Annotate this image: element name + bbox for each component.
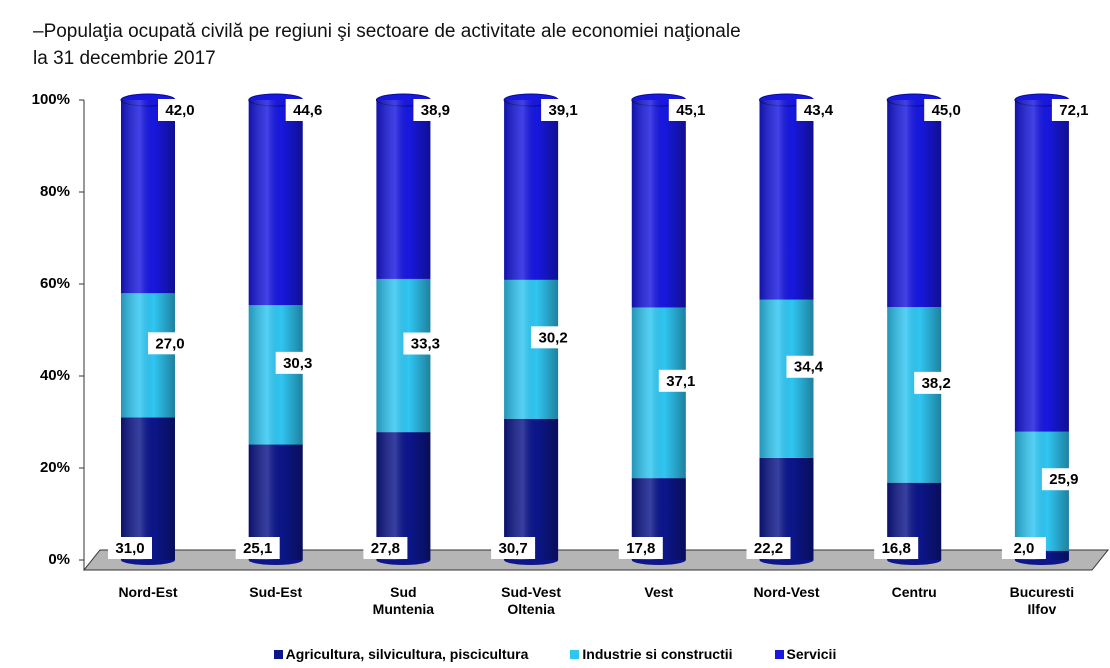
data-label: 33,3 (411, 335, 440, 352)
cylinder-shade (376, 100, 431, 560)
data-label: 30,3 (283, 355, 312, 372)
data-label: 39,1 (548, 102, 577, 119)
label-bg (363, 537, 408, 559)
x-tick-label: Centru (891, 584, 937, 600)
data-label: 34,4 (794, 359, 824, 376)
x-tick-label: Sud-Vest Oltenia (501, 584, 562, 617)
title-line: la 31 decembrie 2017 (33, 48, 216, 69)
y-tick-label: 40% (40, 367, 70, 384)
label-bg (158, 99, 202, 121)
legend-item: Servicii (774, 646, 837, 662)
data-label: 27,0 (155, 335, 184, 352)
label-bg (874, 537, 919, 559)
label-bg (403, 332, 448, 355)
label-bg (1051, 99, 1096, 121)
x-tick-label: Nord-Est (118, 584, 178, 600)
label-bg (275, 351, 320, 374)
label-bg (658, 369, 703, 392)
cylinder-shade (248, 100, 303, 560)
title-line: –Populaţia ocupată civilă pe regiuni şi … (33, 21, 741, 42)
data-label: 72,1 (1059, 102, 1088, 119)
cylinder-shade (1014, 100, 1069, 560)
legend-label: Industrie si constructii (582, 646, 733, 662)
x-tick-label: Sud-Est (249, 584, 303, 600)
legend-swatch (774, 650, 784, 659)
label-bg (618, 537, 663, 559)
data-label: 45,1 (676, 102, 705, 119)
x-tick-label: Sud Muntenia (372, 584, 435, 617)
cylinder-shade (887, 100, 942, 560)
data-label: 44,6 (293, 102, 322, 119)
data-label: 27,8 (371, 540, 400, 557)
data-label: 43,4 (804, 102, 834, 119)
data-label: 42,0 (165, 102, 194, 119)
data-label: 16,8 (882, 540, 911, 557)
label-bg (541, 99, 586, 121)
data-label: 30,7 (498, 540, 527, 557)
data-label: 37,1 (666, 373, 695, 390)
data-label: 2,0 (1013, 540, 1034, 557)
data-label: 45,0 (932, 102, 961, 119)
y-tick-label: 60% (40, 275, 70, 292)
label-bg (285, 99, 330, 121)
label-bg (924, 99, 969, 121)
label-bg (531, 326, 576, 349)
label-bg (148, 332, 192, 355)
legend-item: Agricultura, silvicultura, piscicultura (273, 646, 529, 662)
cylinder-shade (759, 100, 814, 560)
data-label: 38,2 (922, 375, 951, 392)
label-bg (786, 355, 831, 378)
label-bg (1041, 468, 1086, 491)
y-tick-label: 0% (48, 551, 70, 568)
label-bg (1001, 537, 1046, 559)
data-label: 31,0 (115, 540, 144, 557)
y-tick-label: 20% (40, 459, 70, 476)
x-tick-label: Nord-Vest (753, 584, 820, 600)
label-bg (413, 99, 458, 121)
data-label: 25,1 (243, 540, 272, 557)
label-bg (746, 537, 791, 559)
y-tick-label: 80% (40, 183, 70, 200)
label-bg (108, 537, 152, 559)
legend: Agricultura, silvicultura, piscicultura I… (0, 646, 1110, 662)
cylinder-shade (121, 100, 175, 560)
data-label: 22,2 (754, 540, 783, 557)
x-tick-label: Vest (644, 584, 674, 600)
label-bg (491, 537, 536, 559)
chart-title: –Populaţia ocupată civilă pe regiuni şi … (33, 18, 741, 72)
data-label: 38,9 (421, 102, 450, 119)
y-tick-label: 100% (32, 91, 70, 108)
label-bg (235, 537, 280, 559)
legend-label: Servicii (786, 646, 837, 662)
x-tick-label: Bucuresti Ilfov (1009, 584, 1075, 617)
label-bg (914, 371, 959, 394)
legend-swatch (570, 650, 580, 659)
legend-swatch (273, 650, 283, 659)
cylinder-shade (631, 100, 686, 560)
data-label: 17,8 (626, 540, 655, 557)
data-label: 25,9 (1049, 471, 1078, 488)
legend-label: Agricultura, silvicultura, piscicultura (285, 646, 529, 662)
legend-item: Industrie si constructii (570, 646, 733, 662)
data-label: 30,2 (538, 329, 567, 346)
label-bg (796, 99, 841, 121)
label-bg (668, 99, 713, 121)
